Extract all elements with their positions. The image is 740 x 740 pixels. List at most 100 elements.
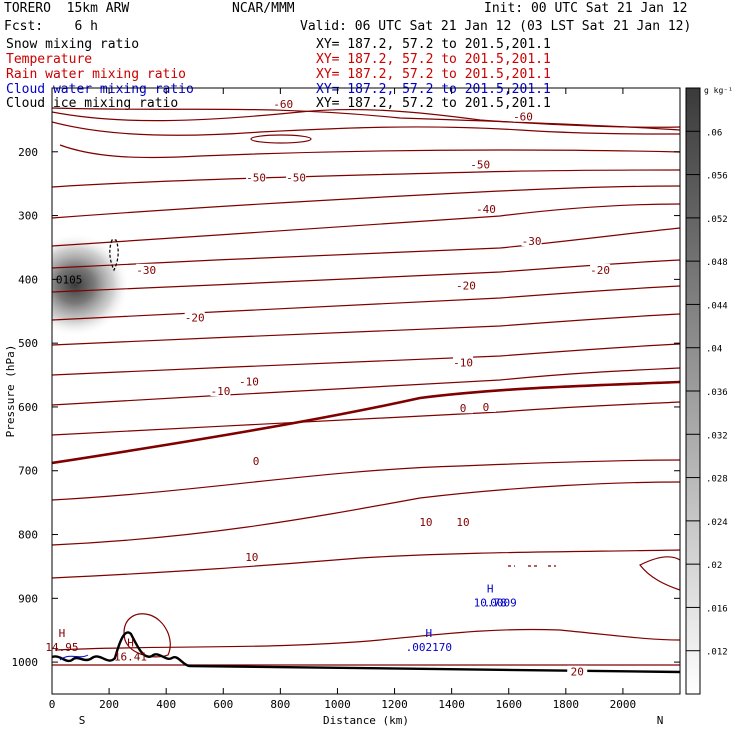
x-tick-label: 200	[99, 698, 119, 711]
contour-label: -50	[470, 159, 490, 172]
contour-label: -20	[185, 312, 205, 325]
extremum-marker: H	[487, 582, 494, 595]
contour-label-bg	[246, 171, 267, 183]
contour-label: -60	[513, 111, 533, 124]
extremum-value: 10.78	[474, 596, 507, 609]
contour-line	[250, 134, 312, 144]
init-time: Init: 00 UTC Sat 21 Jan 12	[484, 1, 688, 16]
x-tick-label: 1600	[495, 698, 522, 711]
contour-label-bg	[210, 385, 231, 396]
x-tick-label: 1800	[553, 698, 580, 711]
colorbar-tick-label: .016	[706, 604, 728, 614]
y-tick-label: 900	[18, 592, 38, 605]
colorbar-tick-label: .06	[706, 128, 722, 138]
contour-line	[52, 459, 680, 501]
extremum-value: 14.95	[45, 641, 78, 654]
x-tick-label: 800	[270, 698, 290, 711]
contour-label: 20	[571, 666, 584, 679]
axis-end-right: N	[657, 714, 664, 727]
contour-label: -50	[286, 171, 306, 184]
contour-label-bg	[453, 402, 474, 414]
contour-line	[52, 259, 680, 293]
contour-line	[52, 108, 680, 128]
contour-line	[52, 185, 680, 219]
extremum-marker: H	[425, 627, 432, 640]
extremum-value: .002170	[406, 641, 452, 654]
contour-label-bg	[521, 235, 542, 247]
field-range-rain: XY= 187.2, 57.2 to 201.5,201.1	[316, 67, 551, 82]
contour-line	[52, 121, 680, 136]
y-tick-label: 500	[18, 337, 38, 350]
colorbar-tick-label: .048	[706, 258, 728, 268]
contour-line	[639, 556, 680, 591]
contour-label-bg	[241, 550, 262, 562]
contour-line	[52, 343, 680, 376]
y-tick-label: 400	[18, 273, 38, 286]
plot-frame	[51, 87, 681, 695]
contour-label-bg	[246, 455, 267, 467]
colorbar-tick-label: .036	[706, 388, 728, 398]
field-range-temperature: XY= 187.2, 57.2 to 201.5,201.1	[316, 52, 551, 67]
field-name-snow: Snow mixing ratio	[6, 37, 140, 52]
contour-label: 10	[419, 516, 432, 529]
contour-label: -50	[246, 171, 266, 184]
contour-line	[59, 144, 680, 159]
contour-label-bg	[136, 263, 157, 275]
contour-label: -60	[273, 98, 293, 111]
contour-line	[52, 107, 680, 131]
colorbar-tick-label: .024	[706, 518, 728, 528]
contour-label: -30	[136, 264, 156, 277]
colorbar-tick-label: .04	[706, 345, 722, 355]
contour-label: 10	[245, 551, 258, 564]
contour-line	[52, 367, 680, 406]
contour-line	[52, 401, 680, 436]
contour-line	[52, 227, 680, 269]
contour-label-bg	[273, 97, 294, 109]
contour-line	[52, 169, 680, 188]
y-tick-label: 600	[18, 401, 38, 414]
colorbar-tick-label: .02	[706, 561, 722, 571]
y-tick-label: 800	[18, 529, 38, 542]
colorbar-tick-label: .032	[706, 431, 728, 441]
field-name-cloud-ice: Cloud ice mixing ratio	[6, 96, 179, 111]
field-range-cloud-water: XY= 187.2, 57.2 to 201.5,201.1	[316, 82, 551, 97]
contour-line-zero	[52, 380, 680, 465]
contour-line	[52, 285, 680, 321]
contour-line	[52, 481, 680, 546]
colorbar-tick-label: .028	[706, 475, 728, 485]
contour-line	[52, 313, 680, 346]
contour-label-bg	[453, 515, 474, 527]
snow-max-value: 0105	[56, 273, 83, 286]
y-axis-label: Pressure (hPa)	[4, 345, 17, 438]
x-tick-label: 1200	[381, 698, 408, 711]
extremum-marker: H	[59, 627, 66, 640]
contour-label-bg	[475, 203, 496, 215]
contour-label: 0	[483, 401, 490, 414]
contour-label: -10	[239, 375, 259, 388]
contour-label-bg	[453, 356, 474, 368]
contour-line	[52, 203, 680, 247]
contour-label: 10	[456, 516, 469, 529]
x-tick-label: 2000	[610, 698, 637, 711]
contour-label-bg	[455, 279, 476, 291]
contour-label-bg	[184, 311, 205, 323]
contour-label: -20	[590, 264, 610, 277]
contour-label-bg	[238, 375, 259, 387]
contour-label-bg	[513, 110, 533, 122]
extremum-value: 16.41	[114, 651, 147, 664]
x-tick-label: 0	[49, 698, 56, 711]
x-tick-label: 1000	[324, 698, 351, 711]
terrain	[52, 631, 680, 674]
field-range-snow: XY= 187.2, 57.2 to 201.5,201.1	[316, 37, 551, 52]
y-tick-label: 200	[18, 146, 38, 159]
colorbar-tick-label: .052	[706, 215, 728, 225]
cloud-ice-dashed	[109, 239, 119, 272]
contour-label: -40	[476, 203, 496, 216]
contour-label-bg	[475, 400, 496, 412]
field-range-cloud-ice: XY= 187.2, 57.2 to 201.5,201.1	[316, 96, 551, 111]
contour-label: 0	[253, 455, 260, 468]
contour-line	[52, 549, 680, 579]
axis-end-left: S	[79, 714, 86, 727]
contour-label: -20	[456, 280, 476, 293]
